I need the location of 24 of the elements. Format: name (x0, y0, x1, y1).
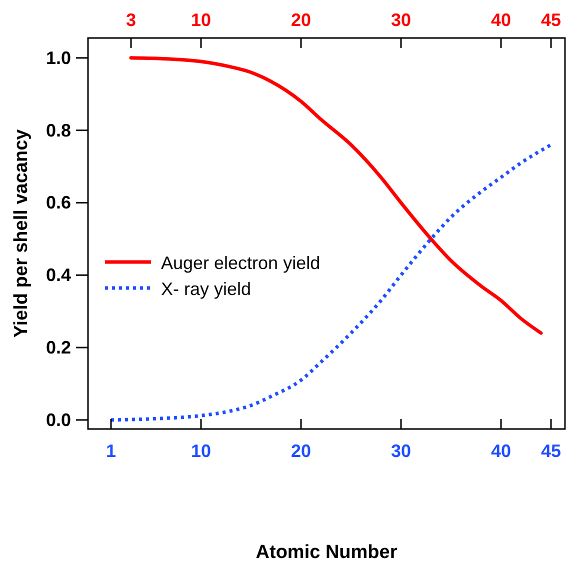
x2-tick-label: 3 (126, 10, 136, 30)
legend-label: Auger electron yield (161, 253, 320, 273)
x2-tick-label: 40 (490, 10, 512, 30)
x2-tick-label: 10 (190, 10, 212, 30)
x2-tick-label: 30 (390, 10, 412, 30)
y-axis-title: Yield per shell vacancy (11, 128, 32, 338)
legend-label: X- ray yield (161, 279, 252, 299)
y-tick-label: 0.8 (46, 120, 71, 140)
x-tick-label: 30 (390, 441, 412, 461)
x2-tick-label: 45 (540, 10, 562, 30)
x-tick-label: 1 (106, 441, 116, 461)
x-tick-label: 10 (190, 441, 212, 461)
x-tick-label: 40 (490, 441, 512, 461)
y-tick-label: 0.0 (46, 410, 71, 430)
y-tick-label: 0.4 (46, 265, 71, 286)
y-tick-label: 0.2 (46, 338, 71, 358)
y-tick-label: 0.6 (46, 192, 71, 213)
x2-tick-label: 20 (290, 10, 312, 30)
x-tick-label: 20 (290, 441, 312, 461)
line-series (109, 143, 553, 422)
x-tick-label: 45 (540, 441, 562, 461)
x-axis-title: Atomic Number (256, 542, 398, 563)
y-tick-label: 1.0 (46, 48, 71, 68)
line-series (129, 56, 543, 335)
